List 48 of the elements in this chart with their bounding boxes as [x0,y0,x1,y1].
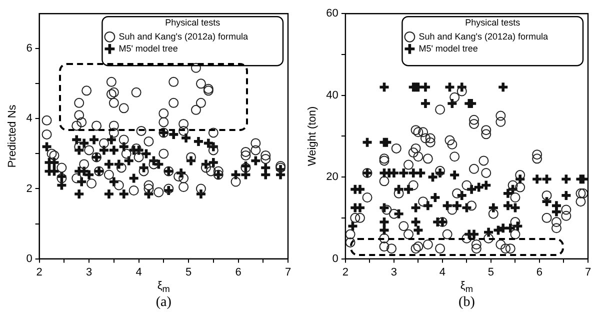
legend-label: M5' model tree [418,43,478,54]
x-tick-label: 2 [342,266,348,278]
x-tick-label: 3 [390,266,398,278]
point [207,156,220,168]
point [260,168,272,181]
x-tick-label: 6 [235,266,242,278]
point [250,154,262,167]
x-tick-label: 7 [284,266,292,278]
y-tick-label: 6 [26,42,32,55]
x-tick-label: 3 [86,266,92,278]
y-tick-label: 4 [26,112,32,125]
x-tick-label: 6 [536,266,543,278]
text: (a) [156,295,172,310]
point [103,158,115,170]
y-tick-label: 20 [326,171,338,184]
x-tick-label: 5 [185,266,192,278]
y-tick-label: 2 [26,182,32,195]
point [103,188,115,200]
point [230,168,242,181]
legend-label: Suh and Kang's (2012a) formula [118,31,248,42]
x-axis-title: ξ$_{m}$ [459,280,474,294]
y-tick-label: 60 [326,8,338,20]
legend-label: M5' model tree [118,43,178,54]
point [108,144,120,156]
y-tick-label: 40 [326,89,338,102]
y-tick-label: 0 [26,252,32,265]
x-tick-label: 5 [488,266,494,278]
point [73,188,86,200]
point [88,134,100,146]
point [76,176,88,188]
legend-label: Suh and Kang's (2012a) formula [418,31,548,42]
point [180,132,192,144]
legend-title: Physical tests [165,18,221,28]
point [40,140,53,153]
y-axis-title: Weight (ton) [306,106,319,166]
y-tick-label: 0 [332,252,338,265]
y-axis-title: Predicted Ns [6,104,19,168]
point [195,188,207,200]
x-tick-label: 4 [136,266,142,278]
x-tick-label: 4 [439,266,446,278]
text: (b) [458,295,475,310]
x-tick-label: 7 [584,266,592,278]
point [128,172,140,184]
x-axis-title: ξ$_{m}$ [156,280,171,294]
legend-title: Physical tests [465,18,521,28]
x-tick-label: 2 [36,266,42,278]
point [118,188,130,200]
point [192,136,204,148]
